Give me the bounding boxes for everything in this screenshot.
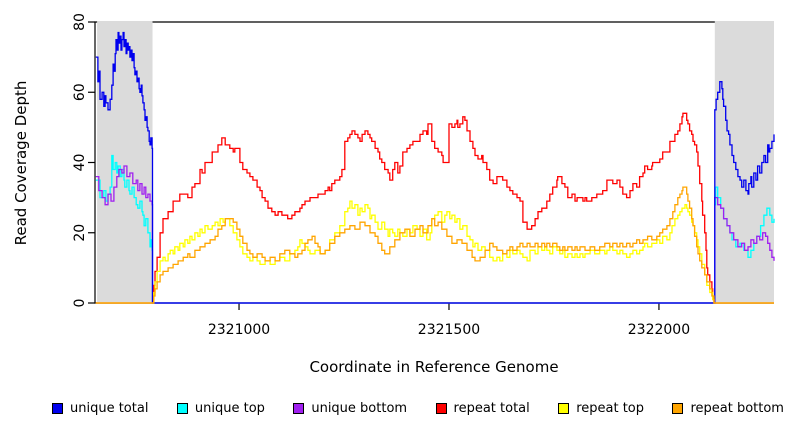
legend-label-unique-top: unique top	[194, 400, 265, 416]
legend-swatch-unique-bottom	[293, 402, 305, 414]
masked-region-band	[97, 21, 153, 303]
legend-swatch-repeat-bottom	[672, 402, 684, 414]
legend-label-unique-bottom: unique bottom	[311, 400, 408, 416]
x-tick-label: 2321500	[418, 322, 480, 338]
y-axis-title: Read Coverage Depth	[12, 80, 30, 246]
y-tick-label: 0	[72, 299, 88, 308]
y-tick-label: 60	[72, 83, 88, 101]
legend-item-unique-bottom: unique bottom	[293, 401, 407, 416]
legend-label-repeat-total: repeat total	[453, 400, 530, 416]
x-axis-title: Coordinate in Reference Genome	[309, 358, 559, 376]
legend: unique total unique top unique bottom repea…	[52, 397, 784, 419]
legend-item-unique-total: unique total	[52, 401, 148, 416]
legend-item-unique-top: unique top	[176, 400, 265, 416]
legend-item-repeat-total: repeat total	[435, 400, 530, 416]
series-line-unique-total	[95, 31, 775, 304]
x-tick-label: 2321000	[208, 322, 270, 338]
y-tick-label: 80	[72, 13, 88, 31]
y-axis: 0 20 40 60 80	[72, 13, 95, 307]
legend-swatch-unique-total	[52, 402, 63, 414]
series-line-unique-top	[95, 154, 775, 304]
y-tick-label: 40	[72, 154, 88, 172]
legend-item-repeat-top: repeat top	[558, 401, 644, 416]
x-tick-label: 2322000	[628, 322, 690, 338]
series-line-repeat-top	[95, 200, 774, 304]
legend-swatch-repeat-top	[558, 402, 570, 414]
y-tick-label: 20	[72, 224, 88, 242]
legend-label-repeat-bottom: repeat bottom	[690, 400, 784, 416]
legend-label-unique-total: unique total	[70, 400, 149, 416]
legend-swatch-unique-top	[176, 402, 188, 414]
legend-item-repeat-bottom: repeat bottom	[672, 401, 784, 416]
series-line-repeat-bottom	[95, 186, 774, 304]
plot-box	[94, 21, 774, 304]
x-axis: 2321000 2321500 2322000	[208, 303, 690, 338]
legend-swatch-repeat-total	[435, 402, 447, 414]
legend-label-repeat-top: repeat top	[576, 400, 644, 416]
series-line-repeat-total	[95, 112, 774, 304]
